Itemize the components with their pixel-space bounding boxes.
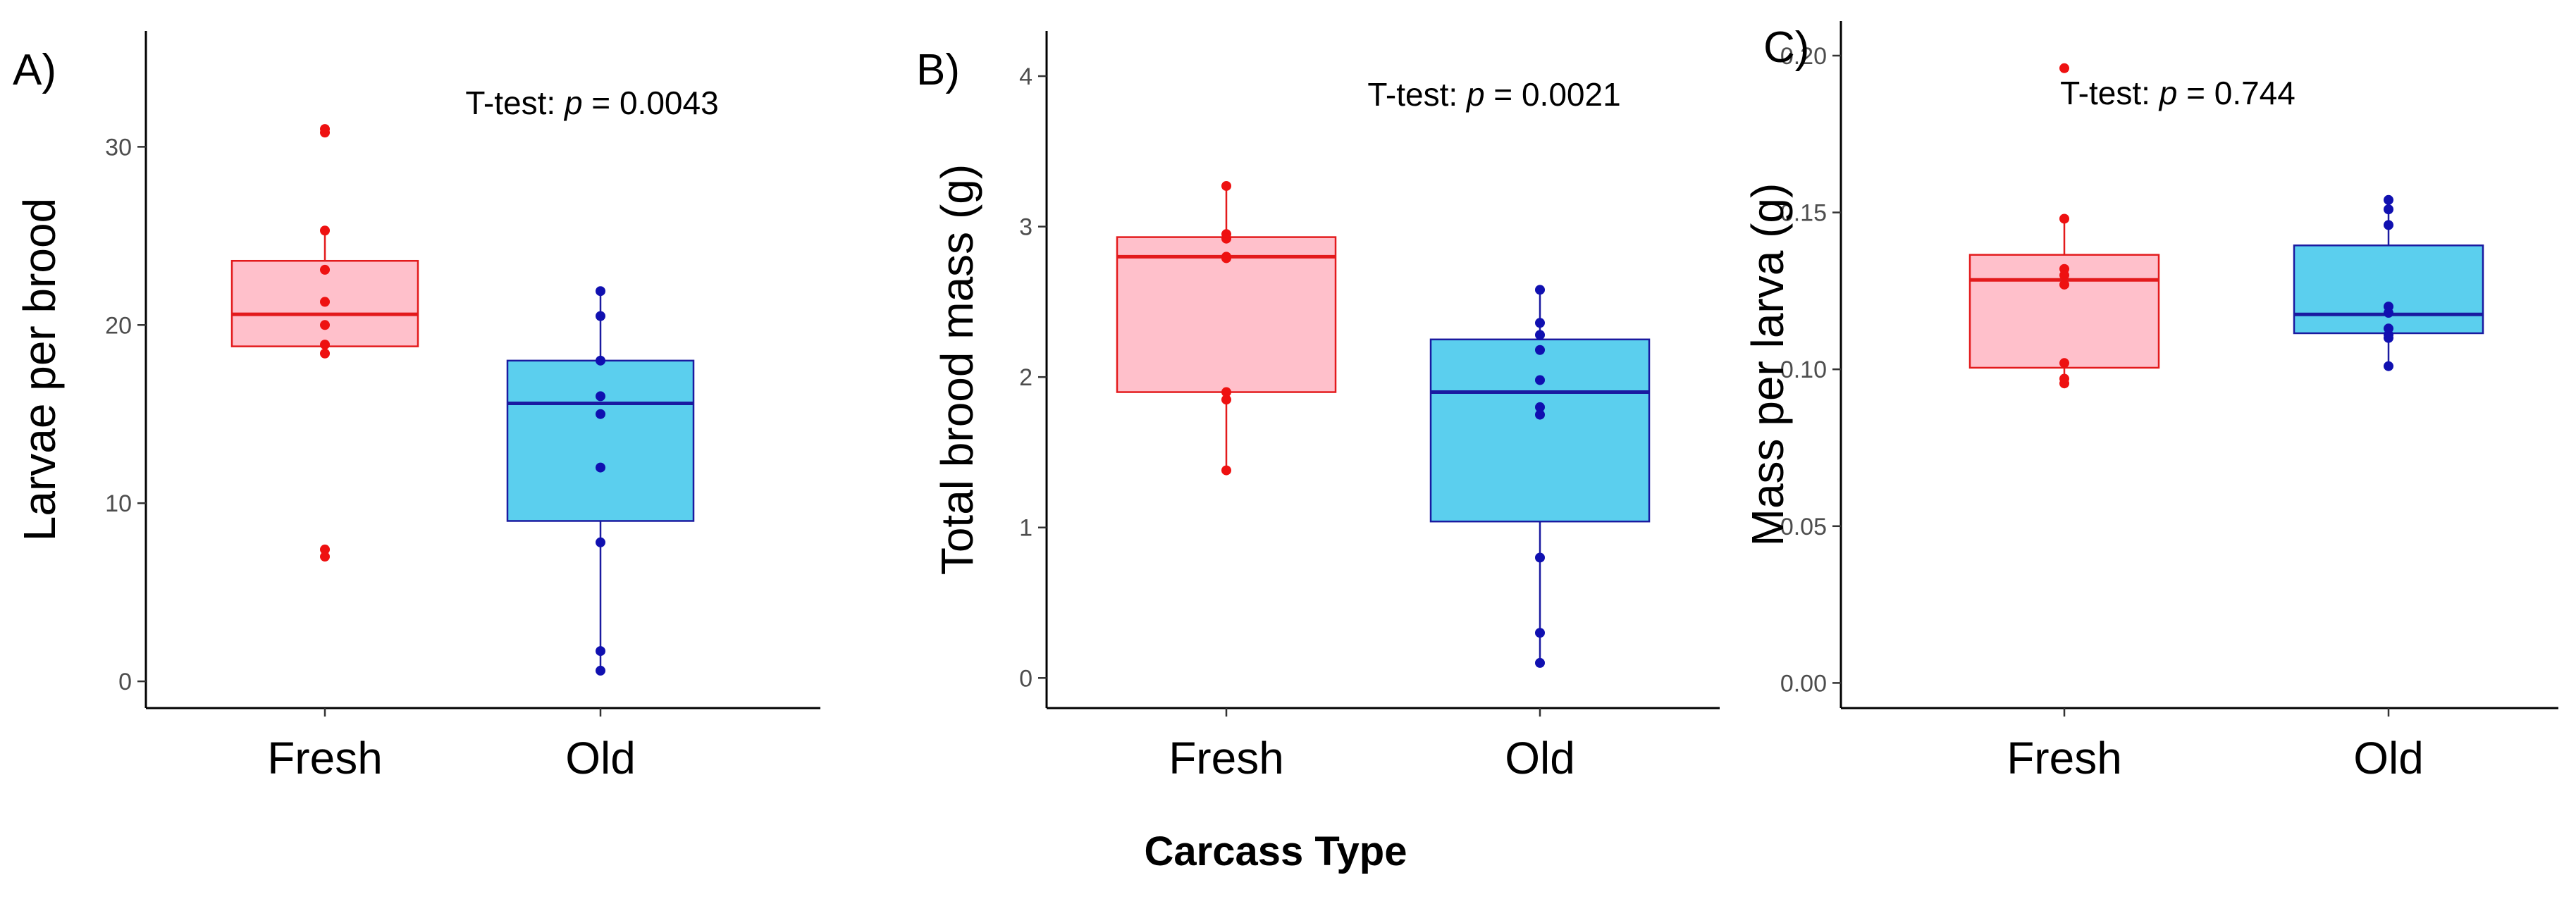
- x-tick-label-old: Old: [565, 733, 636, 783]
- fresh-data-point: [320, 225, 330, 236]
- old-box: [2293, 244, 2484, 335]
- y-tick-label: 0.10: [1780, 356, 1827, 383]
- panel-label: A): [13, 46, 56, 94]
- y-axis-title: Larvae per brood: [14, 198, 65, 541]
- x-tick-label-fresh: Fresh: [267, 733, 383, 783]
- x-tick-label-old: Old: [1505, 733, 1575, 783]
- p-symbol: p: [563, 85, 583, 121]
- y-tick-label: 0: [118, 669, 132, 695]
- fresh-data-point: [1221, 465, 1231, 476]
- old-data-point: [596, 409, 605, 419]
- x-tick-label-old: Old: [2353, 733, 2424, 783]
- old-data-point: [1535, 318, 1545, 328]
- fresh-data-point: [2059, 279, 2069, 290]
- y-tick-label: 0.00: [1780, 670, 1827, 697]
- old-data-point: [1535, 330, 1545, 340]
- old-data-point: [596, 391, 605, 402]
- old-data-point: [2384, 204, 2393, 215]
- fresh-data-point: [2059, 378, 2069, 389]
- fresh-data-point: [320, 297, 330, 307]
- x-tick-label-fresh: Fresh: [2007, 733, 2122, 783]
- y-tick-label: 0.20: [1780, 43, 1827, 70]
- old-box: [1429, 338, 1651, 523]
- old-data-point: [596, 665, 605, 676]
- y-tick-label: 2: [1019, 364, 1033, 391]
- old-data-point: [1535, 552, 1545, 563]
- t-test-prefix: T-test:: [465, 85, 565, 121]
- old-data-point: [596, 462, 605, 473]
- p-symbol: p: [2158, 75, 2178, 111]
- panel-1: 0 10 20 30 Fresh Old A) Larvae per brood T-test:…: [13, 31, 820, 783]
- p-symbol: p: [1465, 76, 1485, 113]
- old-data-point: [2384, 308, 2393, 318]
- fresh-data-point: [1221, 180, 1231, 191]
- old-data-point: [596, 286, 605, 297]
- y-tick-label: 20: [105, 312, 132, 339]
- y-tick-label: 3: [1019, 214, 1033, 241]
- y-tick-label: 4: [1019, 63, 1033, 90]
- fresh-data-point: [1221, 253, 1231, 264]
- p-value: = 0.0021: [1485, 76, 1621, 113]
- y-tick-label: 0.05: [1780, 514, 1827, 540]
- t-test-prefix: T-test:: [2060, 75, 2159, 111]
- x-axis-title: Carcass Type: [1145, 829, 1407, 874]
- old-data-point: [596, 537, 605, 547]
- old-data-point: [2384, 220, 2393, 230]
- old-data-point: [1535, 402, 1545, 412]
- t-test-annotation: T-test: p = 0.0043: [465, 85, 718, 121]
- old-box: [506, 359, 695, 522]
- old-data-point: [2384, 194, 2393, 205]
- old-data-point: [596, 646, 605, 657]
- fresh-data-point: [2059, 270, 2069, 280]
- y-tick-label: 0.15: [1780, 200, 1827, 227]
- old-data-point: [1535, 375, 1545, 385]
- y-tick-label: 30: [105, 134, 132, 161]
- fresh-data-point: [320, 128, 330, 138]
- y-tick-label: 1: [1019, 515, 1033, 542]
- fresh-data-point: [2059, 63, 2069, 73]
- fresh-data-point: [1221, 387, 1231, 397]
- y-tick-label: 10: [105, 490, 132, 517]
- fresh-data-point: [320, 340, 330, 350]
- panel-label: C): [1763, 23, 1809, 72]
- x-tick-label-fresh: Fresh: [1169, 733, 1284, 783]
- fresh-data-point: [320, 264, 330, 275]
- old-data-point: [2384, 361, 2393, 371]
- p-value: = 0.744: [2177, 75, 2295, 111]
- old-data-point: [596, 311, 605, 321]
- fresh-data-point: [320, 320, 330, 330]
- fresh-data-point: [1221, 395, 1231, 405]
- p-value: = 0.0043: [583, 85, 719, 121]
- fresh-data-point: [320, 348, 330, 359]
- old-data-point: [596, 355, 605, 366]
- panel-2: 0 1 2 3 4 Fresh Old B) Total brood mass (g) T-tes…: [916, 31, 1720, 783]
- old-data-point: [1535, 409, 1545, 420]
- old-data-point: [1535, 657, 1545, 668]
- old-data-point: [1535, 345, 1545, 355]
- old-data-point: [1535, 628, 1545, 638]
- fresh-data-point: [1221, 233, 1231, 244]
- fresh-data-point: [320, 544, 330, 554]
- y-axis-title: Mass per larva (g): [1742, 183, 1793, 547]
- old-data-point: [1535, 285, 1545, 295]
- y-tick-label: 0: [1019, 665, 1033, 692]
- t-test-annotation: T-test: p = 0.744: [2060, 75, 2295, 111]
- t-test-annotation: T-test: p = 0.0021: [1367, 76, 1620, 113]
- fresh-data-point: [2059, 213, 2069, 224]
- panel-3: 0.00 0.05 0.10 0.15 0.20 Fresh Old C) Mass per l…: [1742, 21, 2558, 783]
- fresh-data-point: [2059, 358, 2069, 368]
- t-test-prefix: T-test:: [1367, 76, 1467, 113]
- fresh-data-point: [320, 552, 330, 562]
- old-data-point: [2384, 333, 2393, 343]
- y-axis-title: Total brood mass (g): [932, 164, 982, 575]
- panel-label: B): [916, 46, 960, 94]
